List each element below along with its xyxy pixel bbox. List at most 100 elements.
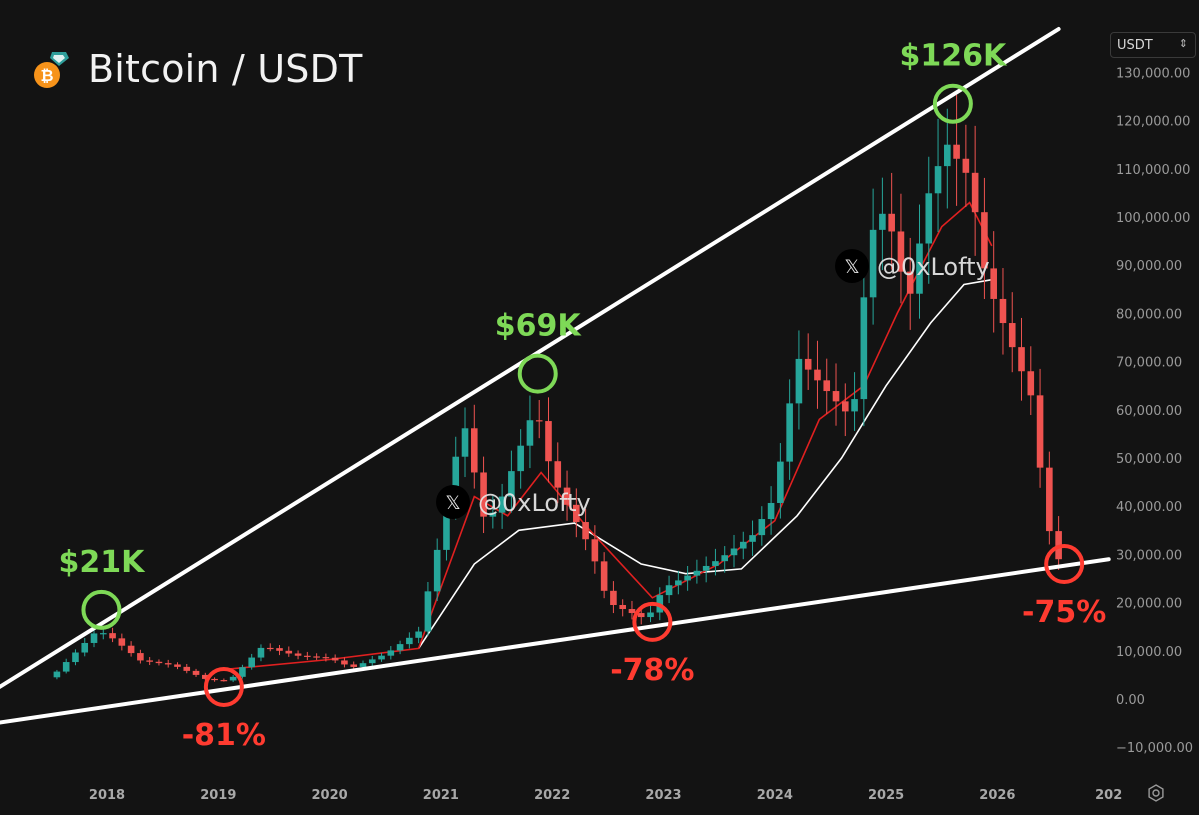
candle-body[interactable] [118,638,126,646]
candle-body[interactable] [832,391,840,402]
candle-body[interactable] [693,570,701,576]
candle-body[interactable] [350,664,358,667]
candle-body[interactable] [619,605,626,610]
candle-body[interactable] [1027,371,1035,396]
candle-body[interactable] [804,358,812,370]
candle-body[interactable] [591,539,599,562]
candle-body[interactable] [415,631,422,638]
candle-body[interactable] [62,662,70,672]
candle-body[interactable] [433,549,441,592]
candle-body[interactable] [730,548,738,556]
candle-body[interactable] [109,633,116,639]
candle-body[interactable] [276,648,283,651]
candle-body[interactable] [888,213,895,232]
candle-body[interactable] [962,158,970,173]
candle-body[interactable] [535,420,543,422]
candle-body[interactable] [999,298,1007,324]
candle-body[interactable] [368,659,376,664]
candle-body[interactable] [990,268,997,299]
candle-body[interactable] [1018,347,1025,372]
candle-body[interactable] [841,401,849,412]
candle-body[interactable] [174,664,181,667]
candle-body[interactable] [127,645,135,654]
candle-body[interactable] [684,575,691,581]
candle-body[interactable] [628,609,636,614]
candle-body[interactable] [675,580,682,586]
candle-body[interactable] [573,504,580,523]
candle-body[interactable] [137,653,144,661]
candle-body[interactable] [971,172,979,213]
candle-body[interactable] [452,456,460,504]
candle-body[interactable] [164,663,172,665]
candle-body[interactable] [600,561,608,591]
candle-body[interactable] [823,380,831,392]
candle-body[interactable] [721,555,729,562]
candle-body[interactable] [53,671,61,678]
candle-body[interactable] [266,647,274,650]
candle-body[interactable] [304,655,311,657]
candle-body[interactable] [1046,467,1053,532]
currency-select[interactable]: USDT ⇕ [1110,32,1196,58]
candle-body[interactable] [1036,395,1044,468]
candle-body[interactable] [424,591,432,632]
candle-body[interactable] [517,445,524,472]
candle-body[interactable] [767,502,775,520]
candle-body[interactable] [582,522,589,540]
candle-body[interactable] [285,650,293,654]
candle-body[interactable] [1008,323,1016,348]
candle-body[interactable] [665,585,673,596]
candle-body[interactable] [155,661,163,664]
candle-body[interactable] [749,535,756,542]
candle-body[interactable] [90,633,98,643]
candle-body[interactable] [341,660,348,665]
candle-body[interactable] [396,644,404,651]
candle-body[interactable] [953,144,960,159]
candle-body[interactable] [563,487,571,505]
candle-body[interactable] [359,663,367,667]
candle-body[interactable] [610,590,617,606]
candle-body[interactable] [220,680,228,682]
candle-body[interactable] [916,243,923,294]
candle-body[interactable] [879,213,886,230]
candle-body[interactable] [192,670,200,675]
candle-body[interactable] [461,428,469,457]
candle-body[interactable] [981,212,988,269]
candle-body[interactable] [934,166,942,194]
candle-body[interactable] [331,657,339,661]
candle-body[interactable] [239,667,246,677]
candle-body[interactable] [406,637,413,645]
candle-body[interactable] [146,660,153,662]
candle-body[interactable] [229,676,237,681]
candle-body[interactable] [378,655,385,660]
candle-body[interactable] [489,512,497,517]
candle-body[interactable] [257,647,265,658]
candle-body[interactable] [322,657,330,659]
candle-body[interactable] [777,461,784,503]
candle-body[interactable] [470,428,478,473]
candle-body[interactable] [313,656,320,658]
candle-body[interactable] [869,229,877,298]
candle-body[interactable] [387,650,395,656]
gear-icon[interactable] [1146,783,1166,803]
candle-body[interactable] [248,657,255,668]
candle-body[interactable] [712,561,719,566]
candle-body[interactable] [443,503,450,550]
candle-body[interactable] [906,271,914,294]
candle-body[interactable] [183,666,191,671]
candle-body[interactable] [702,565,710,571]
candle-body[interactable] [526,420,534,446]
candle-body[interactable] [72,652,79,663]
candle-body[interactable] [925,193,933,244]
candle-body[interactable] [851,399,858,412]
candle-body[interactable] [758,519,766,536]
candle-body[interactable] [294,653,302,656]
candle-body[interactable] [795,358,803,404]
candle-body[interactable] [814,369,821,381]
candle-body[interactable] [554,461,562,488]
candle-body[interactable] [211,678,218,681]
candle-body[interactable] [897,231,905,272]
candle-body[interactable] [81,642,89,653]
candle-body[interactable] [786,403,793,462]
candle-body[interactable] [739,541,747,549]
